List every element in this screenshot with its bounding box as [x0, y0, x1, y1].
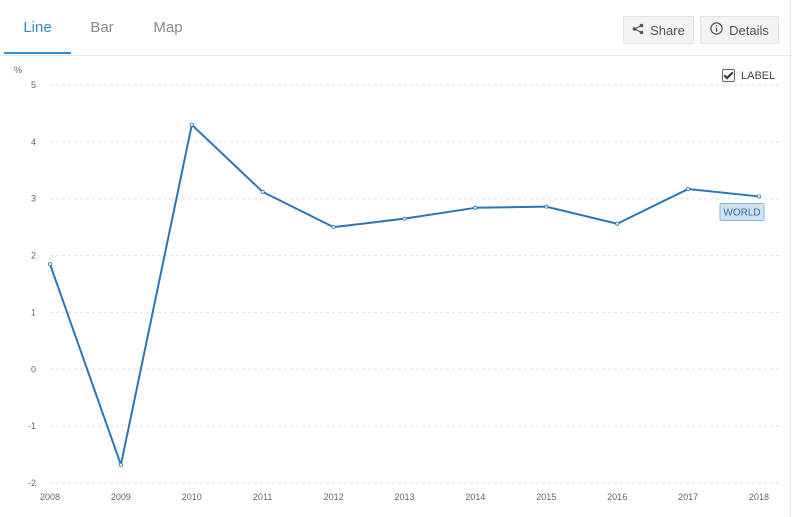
data-point	[189, 122, 194, 127]
x-tick-label: 2008	[40, 492, 60, 502]
data-point	[686, 187, 691, 192]
x-tick-label: 2013	[394, 492, 414, 502]
series-line	[49, 123, 760, 466]
series-label: WORLD	[719, 202, 765, 221]
share-icon	[632, 23, 644, 38]
y-tick-label: -2	[28, 478, 36, 488]
x-tick-label: 2014	[465, 492, 485, 502]
grid	[50, 84, 780, 484]
y-tick-label: 0	[31, 364, 36, 374]
x-tick-label: 2012	[324, 492, 344, 502]
data-point	[615, 221, 620, 226]
series-layer: WORLD	[48, 122, 765, 467]
info-icon	[710, 22, 723, 38]
x-tick-label: 2011	[253, 492, 272, 502]
tab-bar[interactable]: Bar	[90, 19, 114, 36]
x-tick-label: 2017	[678, 492, 698, 502]
tab-map[interactable]: Map	[153, 19, 183, 36]
frame-border	[790, 0, 791, 517]
data-point	[402, 216, 407, 221]
y-tick-label: 4	[31, 137, 36, 147]
y-tick-label: 2	[31, 251, 36, 261]
y-tick-label: 5	[31, 80, 36, 90]
data-point	[118, 462, 123, 467]
data-point	[260, 189, 265, 194]
x-tick-label: 2009	[111, 492, 131, 502]
y-axis-ticks: 5 4 3 2 1 0 -1 -2	[28, 80, 36, 488]
y-tick-label: -1	[28, 421, 36, 431]
label-toggle[interactable]: LABEL	[722, 69, 775, 82]
share-button[interactable]: Share	[623, 16, 694, 44]
y-tick-label: 3	[31, 194, 36, 204]
y-unit-label: %	[14, 65, 22, 75]
data-point	[757, 194, 762, 199]
x-tick-label: 2015	[536, 492, 556, 502]
details-button[interactable]: Details	[700, 16, 779, 44]
x-axis-ticks: 2008 2009 2010 2011 2012 2013 2014 2015 2016 2017…	[40, 492, 769, 502]
x-tick-label: 2010	[182, 492, 202, 502]
svg-text:WORLD: WORLD	[723, 207, 760, 218]
data-point	[544, 204, 549, 209]
data-point	[331, 225, 336, 230]
data-point	[473, 205, 478, 210]
details-label: Details	[729, 22, 769, 38]
y-tick-label: 1	[31, 307, 36, 317]
x-tick-label: 2018	[749, 492, 769, 502]
share-label: Share	[650, 22, 685, 38]
label-toggle-text: LABEL	[741, 69, 776, 82]
tab-line[interactable]: Line	[4, 0, 71, 54]
data-point	[48, 262, 53, 267]
x-tick-label: 2016	[607, 492, 627, 502]
chart-toolbar: Line Bar Map Share Details	[0, 0, 792, 56]
label-checkbox[interactable]	[722, 69, 735, 82]
